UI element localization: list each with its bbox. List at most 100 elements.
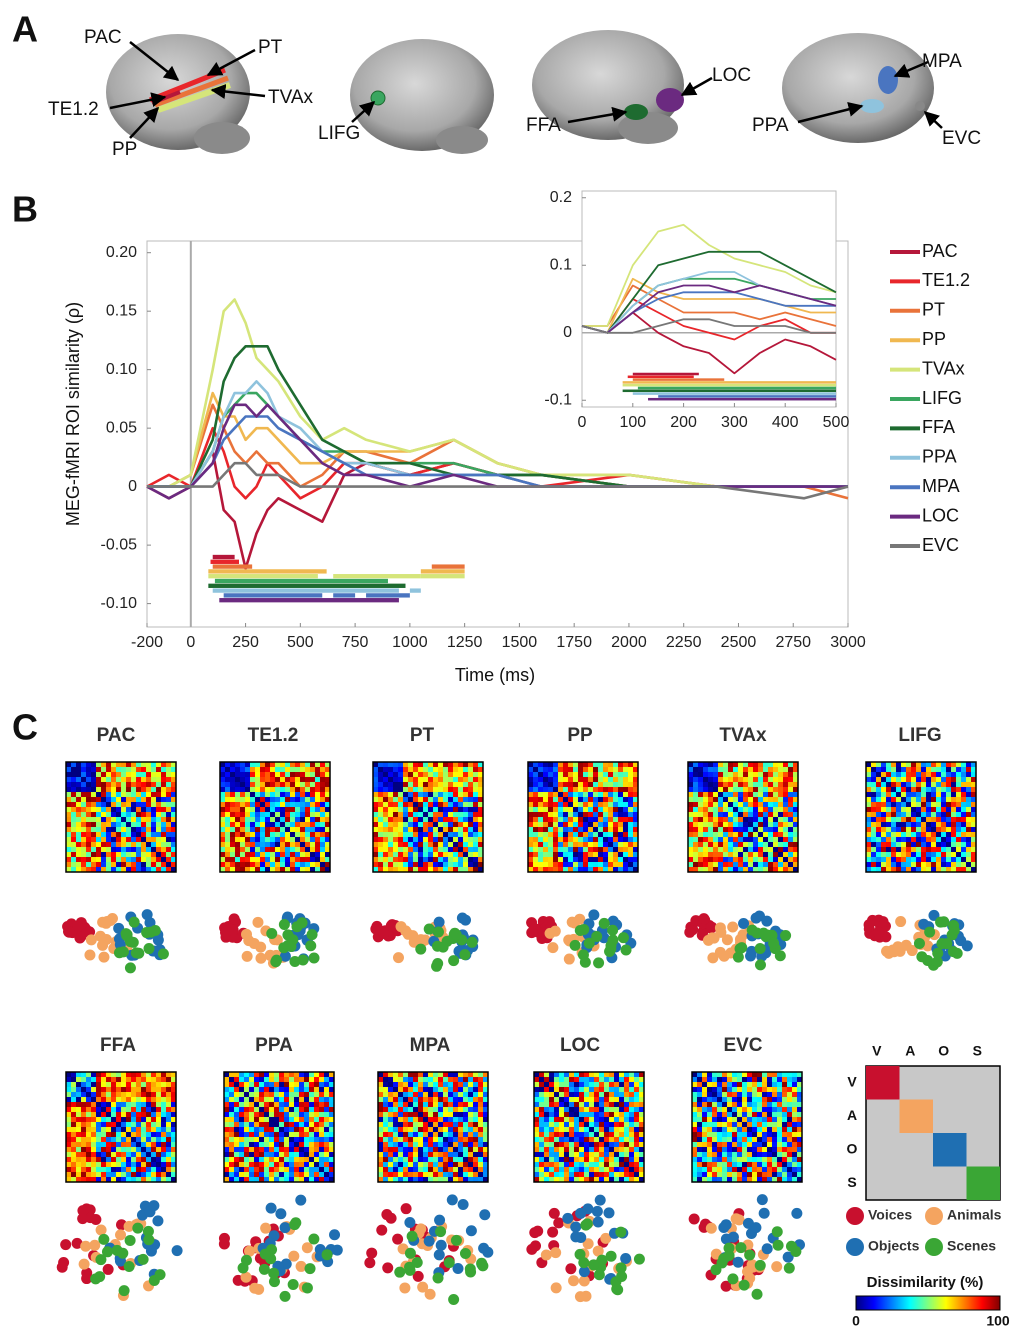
rdm-cell: [703, 787, 708, 792]
rdm-cell: [81, 1097, 86, 1102]
rdm-cell: [871, 767, 876, 772]
rdm-cell: [408, 832, 413, 837]
rdm-cell: [768, 812, 773, 817]
rdm-cell: [86, 802, 91, 807]
rdm-cell: [418, 862, 423, 867]
rdm-cell: [156, 832, 161, 837]
rdm-cell: [116, 852, 121, 857]
rdm-cell: [413, 822, 418, 827]
rdm-cell: [408, 1072, 413, 1077]
rdm-cell: [961, 852, 966, 857]
rdm-cell: [393, 1122, 398, 1127]
rdm-cell: [126, 1107, 131, 1112]
rdm-cell: [101, 827, 106, 832]
rdm-cell: [423, 1127, 428, 1132]
rdm-cell: [131, 1097, 136, 1102]
rdm-cell: [71, 827, 76, 832]
rdm-cell: [698, 822, 703, 827]
rdm-cell: [773, 852, 778, 857]
rdm-cell: [783, 767, 788, 772]
rdm-cell: [773, 827, 778, 832]
rdm-cell: [743, 827, 748, 832]
rdm-cell: [96, 762, 101, 767]
rdm-cell: [71, 777, 76, 782]
rdm-cell: [423, 762, 428, 767]
rdm-cell: [106, 1167, 111, 1172]
rdm-cell: [254, 1117, 259, 1122]
rdm-cell: [91, 852, 96, 857]
rdm-cell: [300, 797, 305, 802]
rdm-cell: [458, 1157, 463, 1162]
rdm-cell: [101, 1117, 106, 1122]
rdm-cell: [623, 847, 628, 852]
rdm-cell: [305, 772, 310, 777]
rdm-cell: [289, 1162, 294, 1167]
rdm-cell: [398, 1122, 403, 1127]
rdm-cell: [279, 1077, 284, 1082]
rdm-cell: [891, 827, 896, 832]
rdm-cell: [708, 772, 713, 777]
rdm-cell: [383, 1082, 388, 1087]
significance-bar: [623, 390, 836, 393]
rdm-cell: [309, 1172, 314, 1177]
rdm-cell: [245, 782, 250, 787]
rdm-cell: [299, 1152, 304, 1157]
rdm-cell: [473, 802, 478, 807]
rdm-cell: [304, 1102, 309, 1107]
rdm-cell: [748, 837, 753, 842]
rdm-cell: [86, 767, 91, 772]
rdm-cell: [413, 767, 418, 772]
rdm-cell: [738, 802, 743, 807]
rdm-cell: [96, 1172, 101, 1177]
rdm-cell: [891, 852, 896, 857]
legend-label: LOC: [922, 505, 959, 525]
rdm-cell: [438, 812, 443, 817]
rdm-cell: [403, 837, 408, 842]
rdm-cell: [279, 1147, 284, 1152]
rdm-cell: [463, 817, 468, 822]
rdm-cell: [393, 837, 398, 842]
rdm-cell: [101, 852, 106, 857]
rdm-cell: [91, 827, 96, 832]
rdm-cell: [235, 822, 240, 827]
rdm-cell: [305, 827, 310, 832]
rdm-cell: [234, 1142, 239, 1147]
rdm-cell: [603, 862, 608, 867]
rdm-cell: [593, 822, 598, 827]
rdm-cell: [101, 862, 106, 867]
rdm-cell: [598, 802, 603, 807]
rdm-cell: [468, 802, 473, 807]
rdm-cell: [388, 1107, 393, 1112]
rdm-cell: [613, 792, 618, 797]
mds-point: [57, 1262, 68, 1273]
rdm-cell: [718, 862, 723, 867]
rdm-cell: [393, 812, 398, 817]
mds-point: [119, 1285, 130, 1296]
rdm-cell: [96, 1117, 101, 1122]
rdm-cell: [956, 812, 961, 817]
rdm-cell: [871, 792, 876, 797]
rdm-cell: [156, 1122, 161, 1127]
rdm-cell: [259, 1172, 264, 1177]
rdm-cell: [763, 802, 768, 807]
rdm-cell: [728, 777, 733, 782]
rdm-cell: [578, 777, 583, 782]
rdm-cell: [718, 797, 723, 802]
rdm-cell: [448, 772, 453, 777]
rdm-cell: [304, 1147, 309, 1152]
rdm-cell: [936, 812, 941, 817]
rdm-cell: [106, 792, 111, 797]
rdm-cell: [156, 1092, 161, 1097]
rdm-cell: [628, 777, 633, 782]
rdm-cell: [101, 1102, 106, 1107]
mds-point: [98, 952, 109, 963]
rdm-cell: [693, 857, 698, 862]
rdm-cell: [265, 847, 270, 852]
rdm-cell: [428, 1127, 433, 1132]
rdm-cell: [76, 767, 81, 772]
significance-bar: [366, 593, 410, 597]
rdm-cell: [588, 822, 593, 827]
rdm: [66, 762, 176, 872]
rdm-cell: [126, 767, 131, 772]
rdm-cell: [961, 797, 966, 802]
